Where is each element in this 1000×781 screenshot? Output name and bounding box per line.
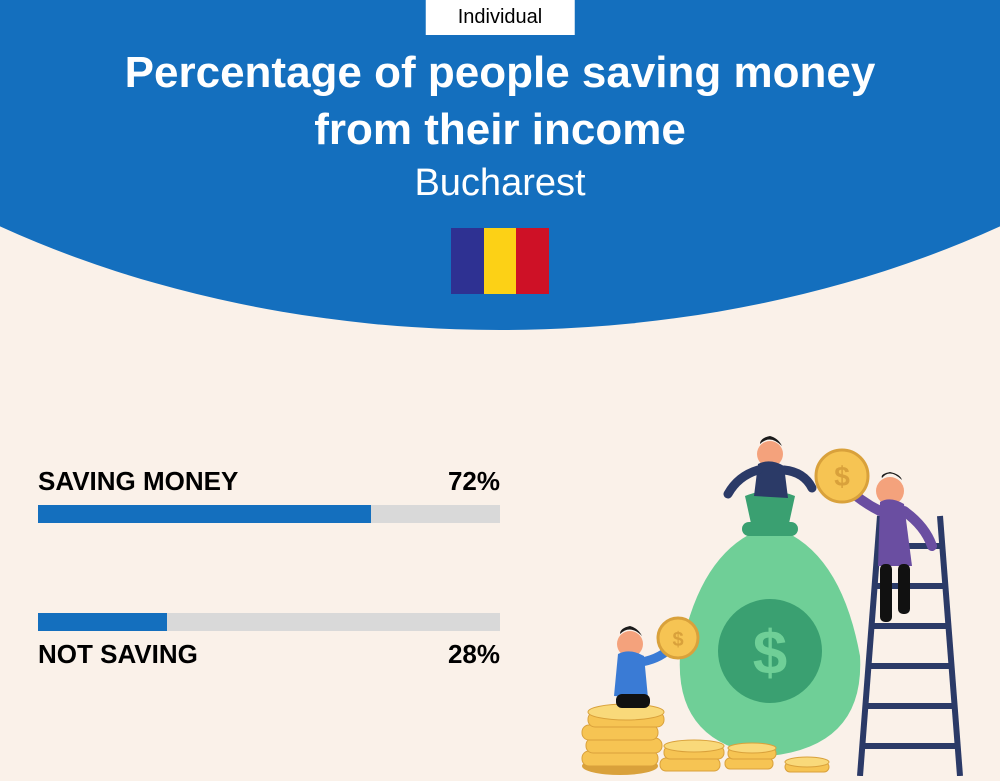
flag-stripe-yellow [484,228,517,294]
bar-saving-money: SAVING MONEY 72% [38,466,500,523]
country-flag [451,228,549,294]
title-line-2: from their income [314,105,686,154]
coin-pile-icon [660,740,724,771]
person-icon [728,436,812,498]
bar-label: NOT SAVING [38,639,198,670]
flag-stripe-red [516,228,549,294]
bar-value: 28% [448,639,500,670]
bar-not-saving: NOT SAVING 28% [38,613,500,670]
svg-text:$: $ [834,461,850,492]
savings-illustration: $ $ [560,436,980,776]
bar-label: SAVING MONEY [38,466,238,497]
coin-pile-icon [725,743,776,769]
page-subtitle: Bucharest [0,162,1000,205]
title-line-1: Percentage of people saving money [125,48,876,97]
coin-pile-icon [582,704,664,775]
category-badge: Individual [426,0,575,35]
bar-value: 72% [448,466,500,497]
bar-fill [38,505,371,523]
bar-track [38,505,500,523]
svg-text:$: $ [753,619,787,688]
money-bag-icon: $ [680,491,861,756]
page-title: Percentage of people saving money from t… [0,44,1000,158]
bars-container: SAVING MONEY 72% NOT SAVING 28% [38,466,500,670]
flag-stripe-blue [451,228,484,294]
bar-fill [38,613,167,631]
bar-track [38,613,500,631]
svg-text:$: $ [672,629,683,651]
coin-pile-icon [785,757,829,772]
